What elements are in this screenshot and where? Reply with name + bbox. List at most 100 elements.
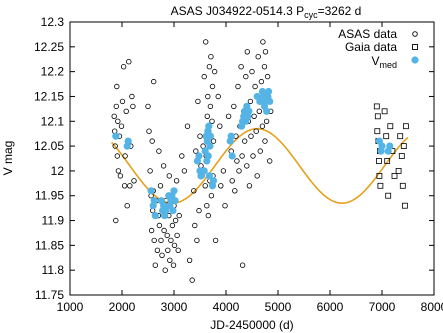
vmed-data-point (171, 197, 179, 205)
fit-curve (111, 127, 409, 204)
asas-data-point (112, 143, 118, 149)
vmed-data-point (227, 132, 235, 140)
asas-data-point (217, 123, 223, 129)
asas-data-point (218, 183, 224, 189)
gaia-data-point (385, 192, 392, 199)
vmed-data-point (205, 122, 213, 130)
asas-data-point (176, 212, 182, 219)
asas-data-point (205, 93, 211, 100)
asas-data-point (205, 212, 211, 219)
legend-label-asas: ASAS data (338, 27, 397, 41)
gaia-data-point (373, 103, 380, 110)
gaia-data-point (387, 123, 394, 130)
y-tick-label: 12.3 (41, 15, 65, 29)
asas-data-point (126, 59, 132, 65)
asas-data-point (267, 158, 273, 164)
vmed-data-point (112, 132, 120, 140)
asas-data-point (181, 168, 188, 174)
asas-data-point (174, 232, 180, 239)
vmed-data-point (263, 107, 271, 115)
gaia-data-point (376, 172, 383, 179)
asas-data-point (168, 237, 174, 244)
gaia-points-layer (373, 103, 409, 209)
asas-data-point (229, 178, 235, 184)
asas-data-point (172, 217, 179, 224)
asas-data-point (194, 237, 200, 244)
asas-data-point (164, 232, 170, 239)
asas-data-point (259, 123, 266, 129)
asas-data-point (248, 133, 254, 139)
asas-data-point (161, 227, 167, 234)
asas-data-point (231, 103, 237, 110)
legend-marker-gaia (412, 44, 418, 50)
asas-data-point (253, 128, 259, 134)
asas-data-point (222, 202, 228, 209)
asas-data-point (111, 113, 117, 119)
gaia-data-point (381, 108, 388, 115)
asas-data-point (162, 267, 168, 273)
asas-data-point (121, 183, 128, 189)
asas-data-point (234, 158, 240, 164)
vmed-data-point (378, 142, 386, 150)
asas-data-point (204, 202, 210, 209)
vmed-data-point (206, 132, 214, 140)
asas-data-point (257, 148, 263, 154)
asas-data-point (208, 192, 215, 199)
legend-marker-asas (412, 31, 418, 37)
y-tick-label: 11.75 (35, 288, 64, 302)
gaia-data-point (397, 133, 404, 140)
asas-data-point (189, 277, 195, 283)
asas-data-point (208, 54, 214, 60)
asas-data-point (186, 257, 193, 263)
asas-data-point (204, 113, 210, 119)
x-tick-label: 1000 (57, 300, 84, 314)
asas-data-point (159, 252, 165, 258)
vmed-data-point (150, 197, 158, 205)
y-tick-label: 11.8 (42, 263, 65, 277)
asas-data-point (124, 202, 130, 209)
asas-data-point (250, 153, 256, 159)
asas-data-point (209, 83, 216, 90)
vmed-data-point (162, 207, 170, 215)
asas-data-point (129, 93, 135, 100)
asas-data-point (145, 103, 151, 110)
gaia-data-point (374, 113, 381, 120)
asas-data-point (232, 188, 238, 194)
asas-data-point (246, 183, 253, 189)
asas-data-point (175, 247, 181, 253)
asas-data-point (115, 118, 121, 124)
asas-data-point (149, 138, 155, 144)
asas-data-point (235, 83, 241, 90)
plot-frame (69, 21, 435, 296)
asas-data-point (215, 93, 221, 100)
asas-data-point (113, 217, 119, 224)
asas-data-point (197, 133, 203, 139)
vmed-data-point (386, 142, 394, 150)
y-tick-label: 12.2 (41, 65, 65, 79)
asas-data-point (165, 247, 171, 253)
asas-data-point (210, 138, 217, 144)
asas-data-point (179, 153, 185, 159)
gaia-data-point (400, 143, 407, 150)
asas-data-point (115, 168, 122, 174)
asas-data-point (244, 163, 250, 169)
vmed-data-point (147, 187, 155, 195)
asas-data-point (120, 63, 127, 70)
asas-data-point (160, 163, 167, 169)
asas-data-point (148, 227, 155, 234)
asas-data-point (173, 178, 180, 184)
asas-data-point (238, 63, 244, 70)
asas-data-point (167, 257, 173, 263)
asas-data-point (117, 173, 124, 179)
asas-data-point (196, 207, 202, 214)
asas-data-point (171, 242, 178, 249)
asas-data-point (152, 262, 158, 268)
legend-marker-vmed (411, 56, 419, 64)
asas-data-point (170, 262, 177, 268)
vmed-data-point (200, 167, 208, 175)
asas-data-point (118, 123, 125, 129)
asas-data-point (193, 148, 199, 154)
asas-data-point (158, 237, 164, 244)
y-tick-label: 12 (51, 164, 65, 178)
